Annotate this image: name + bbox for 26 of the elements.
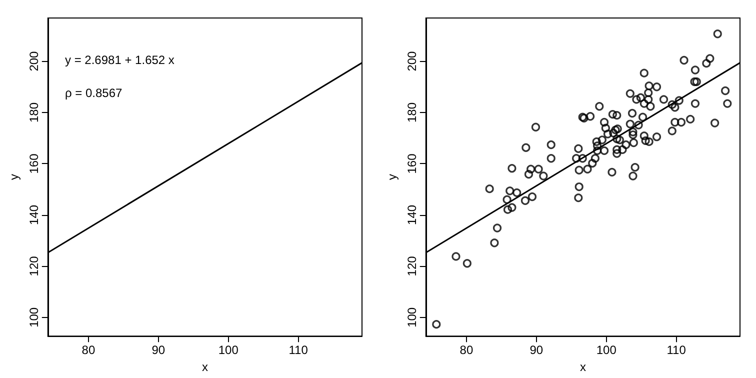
- y-tick-label: 100: [404, 307, 419, 328]
- x-tick-label: 90: [152, 343, 166, 358]
- y-tick-label: 120: [26, 256, 41, 276]
- y-tick-label: 120: [404, 256, 419, 276]
- y-tick-label: 100: [26, 307, 41, 328]
- x-tick-label: 110: [666, 343, 686, 358]
- x-tick-label: 100: [596, 343, 617, 358]
- x-tick-label: 90: [530, 343, 544, 358]
- y-tick-label: 200: [26, 50, 41, 72]
- x-axis-title: x: [580, 360, 586, 374]
- annotation: y = 2.6981 + 1.652 x: [65, 53, 174, 67]
- y-tick-label: 160: [26, 153, 41, 174]
- y-axis-title: y: [7, 174, 21, 180]
- x-tick-label: 110: [288, 343, 308, 358]
- y-tick-label: 140: [404, 204, 419, 225]
- y-tick-label: 160: [404, 153, 419, 174]
- y-tick-label: 180: [404, 102, 419, 123]
- y-tick-label: 180: [26, 102, 41, 123]
- y-axis-title: y: [385, 174, 399, 180]
- annotation: ρ = 0.8567: [65, 86, 123, 100]
- y-tick-label: 140: [26, 204, 41, 225]
- x-axis-title: x: [202, 360, 208, 374]
- x-tick-label: 80: [82, 343, 96, 358]
- x-tick-label: 100: [218, 343, 239, 358]
- y-tick-label: 200: [404, 50, 419, 72]
- x-tick-label: 80: [460, 343, 474, 358]
